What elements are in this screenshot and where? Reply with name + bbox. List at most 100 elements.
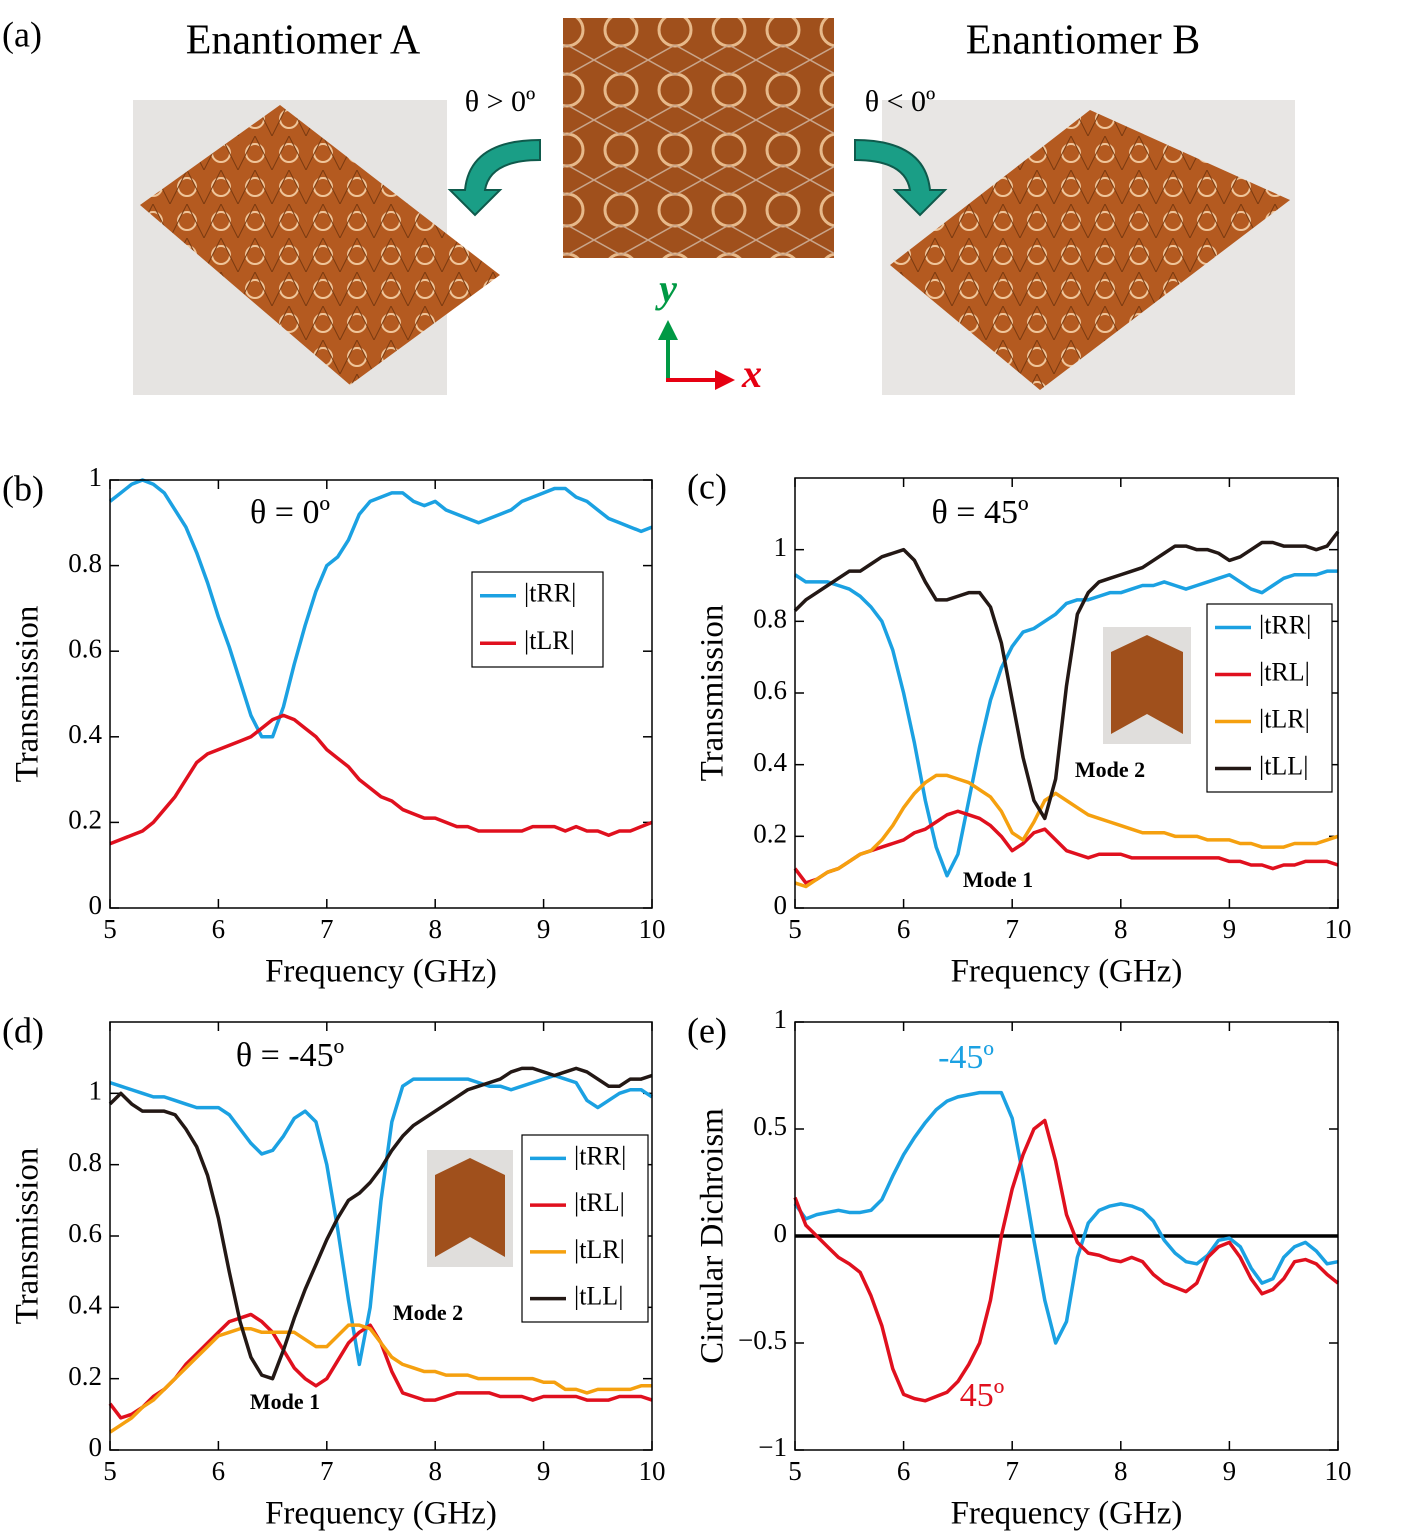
y-tick-label: −0.5 [738,1325,787,1355]
y-tick-label: 0.4 [68,1290,102,1320]
y-tick-label: 1 [89,462,103,492]
axis-arrowhead [658,320,678,340]
x-tick-label: 7 [320,1456,334,1486]
x-tick-label: 5 [788,1456,802,1486]
y-tick-label: 0.8 [753,604,787,634]
x-tick-label: 5 [103,1456,117,1486]
y-tick-label: 0.6 [68,633,102,663]
annotation: -45º [938,1039,994,1076]
x-tick-label: 10 [1325,914,1352,944]
rotate-arrow [447,138,541,217]
angle-label: θ > 0º [465,85,536,118]
plot-frame [109,1021,653,1451]
data-line [109,713,653,846]
x-tick-label: 10 [639,914,666,944]
data-line [108,478,653,739]
y-tick-label: 1 [774,1004,788,1034]
photo-sheet [890,110,1290,390]
y-axis-label: Transmission [695,605,731,782]
y-tick-label: 0 [89,890,103,920]
x-tick-label: 6 [897,914,911,944]
axis-glyph: x [741,351,762,396]
annotation: θ = 0º [250,494,330,531]
data-line [109,1073,653,1367]
plot-frame [794,1021,1339,1451]
y-tick-label: 0.4 [753,747,787,777]
y-tick-label: 0.5 [753,1111,787,1141]
photo-sheet [140,105,500,385]
panel-label: (b) [2,468,44,508]
x-tick-label: 8 [428,914,442,944]
y-tick-label: 0 [774,890,788,920]
photo-title: Enantiomer B [966,18,1200,64]
x-tick-label: 8 [1114,914,1128,944]
x-tick-label: 8 [428,1456,442,1486]
x-tick-label: 6 [212,1456,226,1486]
annotation: θ = 45º [931,494,1028,531]
y-tick-label: 0 [774,1218,788,1248]
y-tick-label: 0.2 [68,1361,102,1391]
x-tick-label: 7 [1005,914,1019,944]
legend-label: |tRR| [574,1141,626,1170]
annotation: Mode 2 [1075,757,1145,782]
photo-title: Enantiomer A [186,18,421,64]
data-line [793,530,1340,821]
axis-arrowhead [715,370,735,390]
x-tick-label: 9 [1223,914,1237,944]
annotation: 45º [960,1377,1005,1414]
plot-frame [109,479,653,909]
x-axis-label: Frequency (GHz) [951,954,1183,990]
x-tick-label: 6 [897,1456,911,1486]
data-line [109,1323,652,1434]
legend-label: |tLL| [574,1282,623,1311]
x-tick-label: 7 [320,914,334,944]
y-tick-label: 0 [89,1432,103,1462]
y-tick-label: 0.2 [68,805,102,835]
panel-label: (a) [2,14,42,54]
x-axis-label: Frequency (GHz) [265,1496,497,1532]
x-tick-label: 8 [1114,1456,1128,1486]
x-tick-label: 6 [212,914,226,944]
y-axis-label: Transmission [10,1148,46,1325]
data-line [108,1312,653,1420]
y-tick-label: 0.6 [68,1218,102,1248]
y-tick-label: 0.6 [753,675,787,705]
x-tick-label: 10 [1325,1456,1352,1486]
y-tick-label: 0.8 [68,548,102,578]
y-axis-label: Circular Dichroism [695,1108,731,1364]
legend-label: |tRL| [1259,657,1310,686]
x-axis-label: Frequency (GHz) [265,954,497,990]
data-line [794,773,1339,889]
plot-frame [794,477,1339,909]
legend-box [521,1134,649,1323]
legend-label: |tLR| [524,626,575,655]
panel-label: (e) [687,1010,727,1050]
annotation: Mode 2 [393,1300,463,1325]
annotation: θ = -45º [236,1037,344,1074]
data-line [108,1066,653,1381]
axis-glyph: y [655,266,677,311]
inset-sheet [1111,635,1183,734]
y-tick-label: 0.8 [68,1147,102,1177]
legend-label: |tLR| [574,1235,625,1264]
legend-label: |tRL| [574,1188,625,1217]
legend-label: |tLR| [1259,704,1310,733]
legend-box [471,571,604,668]
panel-label: (c) [687,466,727,506]
x-tick-label: 9 [1223,1456,1237,1486]
x-tick-label: 7 [1005,1456,1019,1486]
angle-label: θ < 0º [865,85,936,118]
data-line [794,569,1338,878]
legend-label: |tLL| [1259,751,1308,780]
legend-label: |tRR| [524,579,576,608]
legend-box [1206,603,1333,793]
x-tick-label: 5 [103,914,117,944]
y-tick-label: 0.2 [753,819,787,849]
x-tick-label: 10 [639,1456,666,1486]
data-line [793,1118,1340,1403]
inset-sheet [435,1158,505,1257]
y-tick-label: 1 [89,1076,103,1106]
data-line [793,1090,1339,1345]
